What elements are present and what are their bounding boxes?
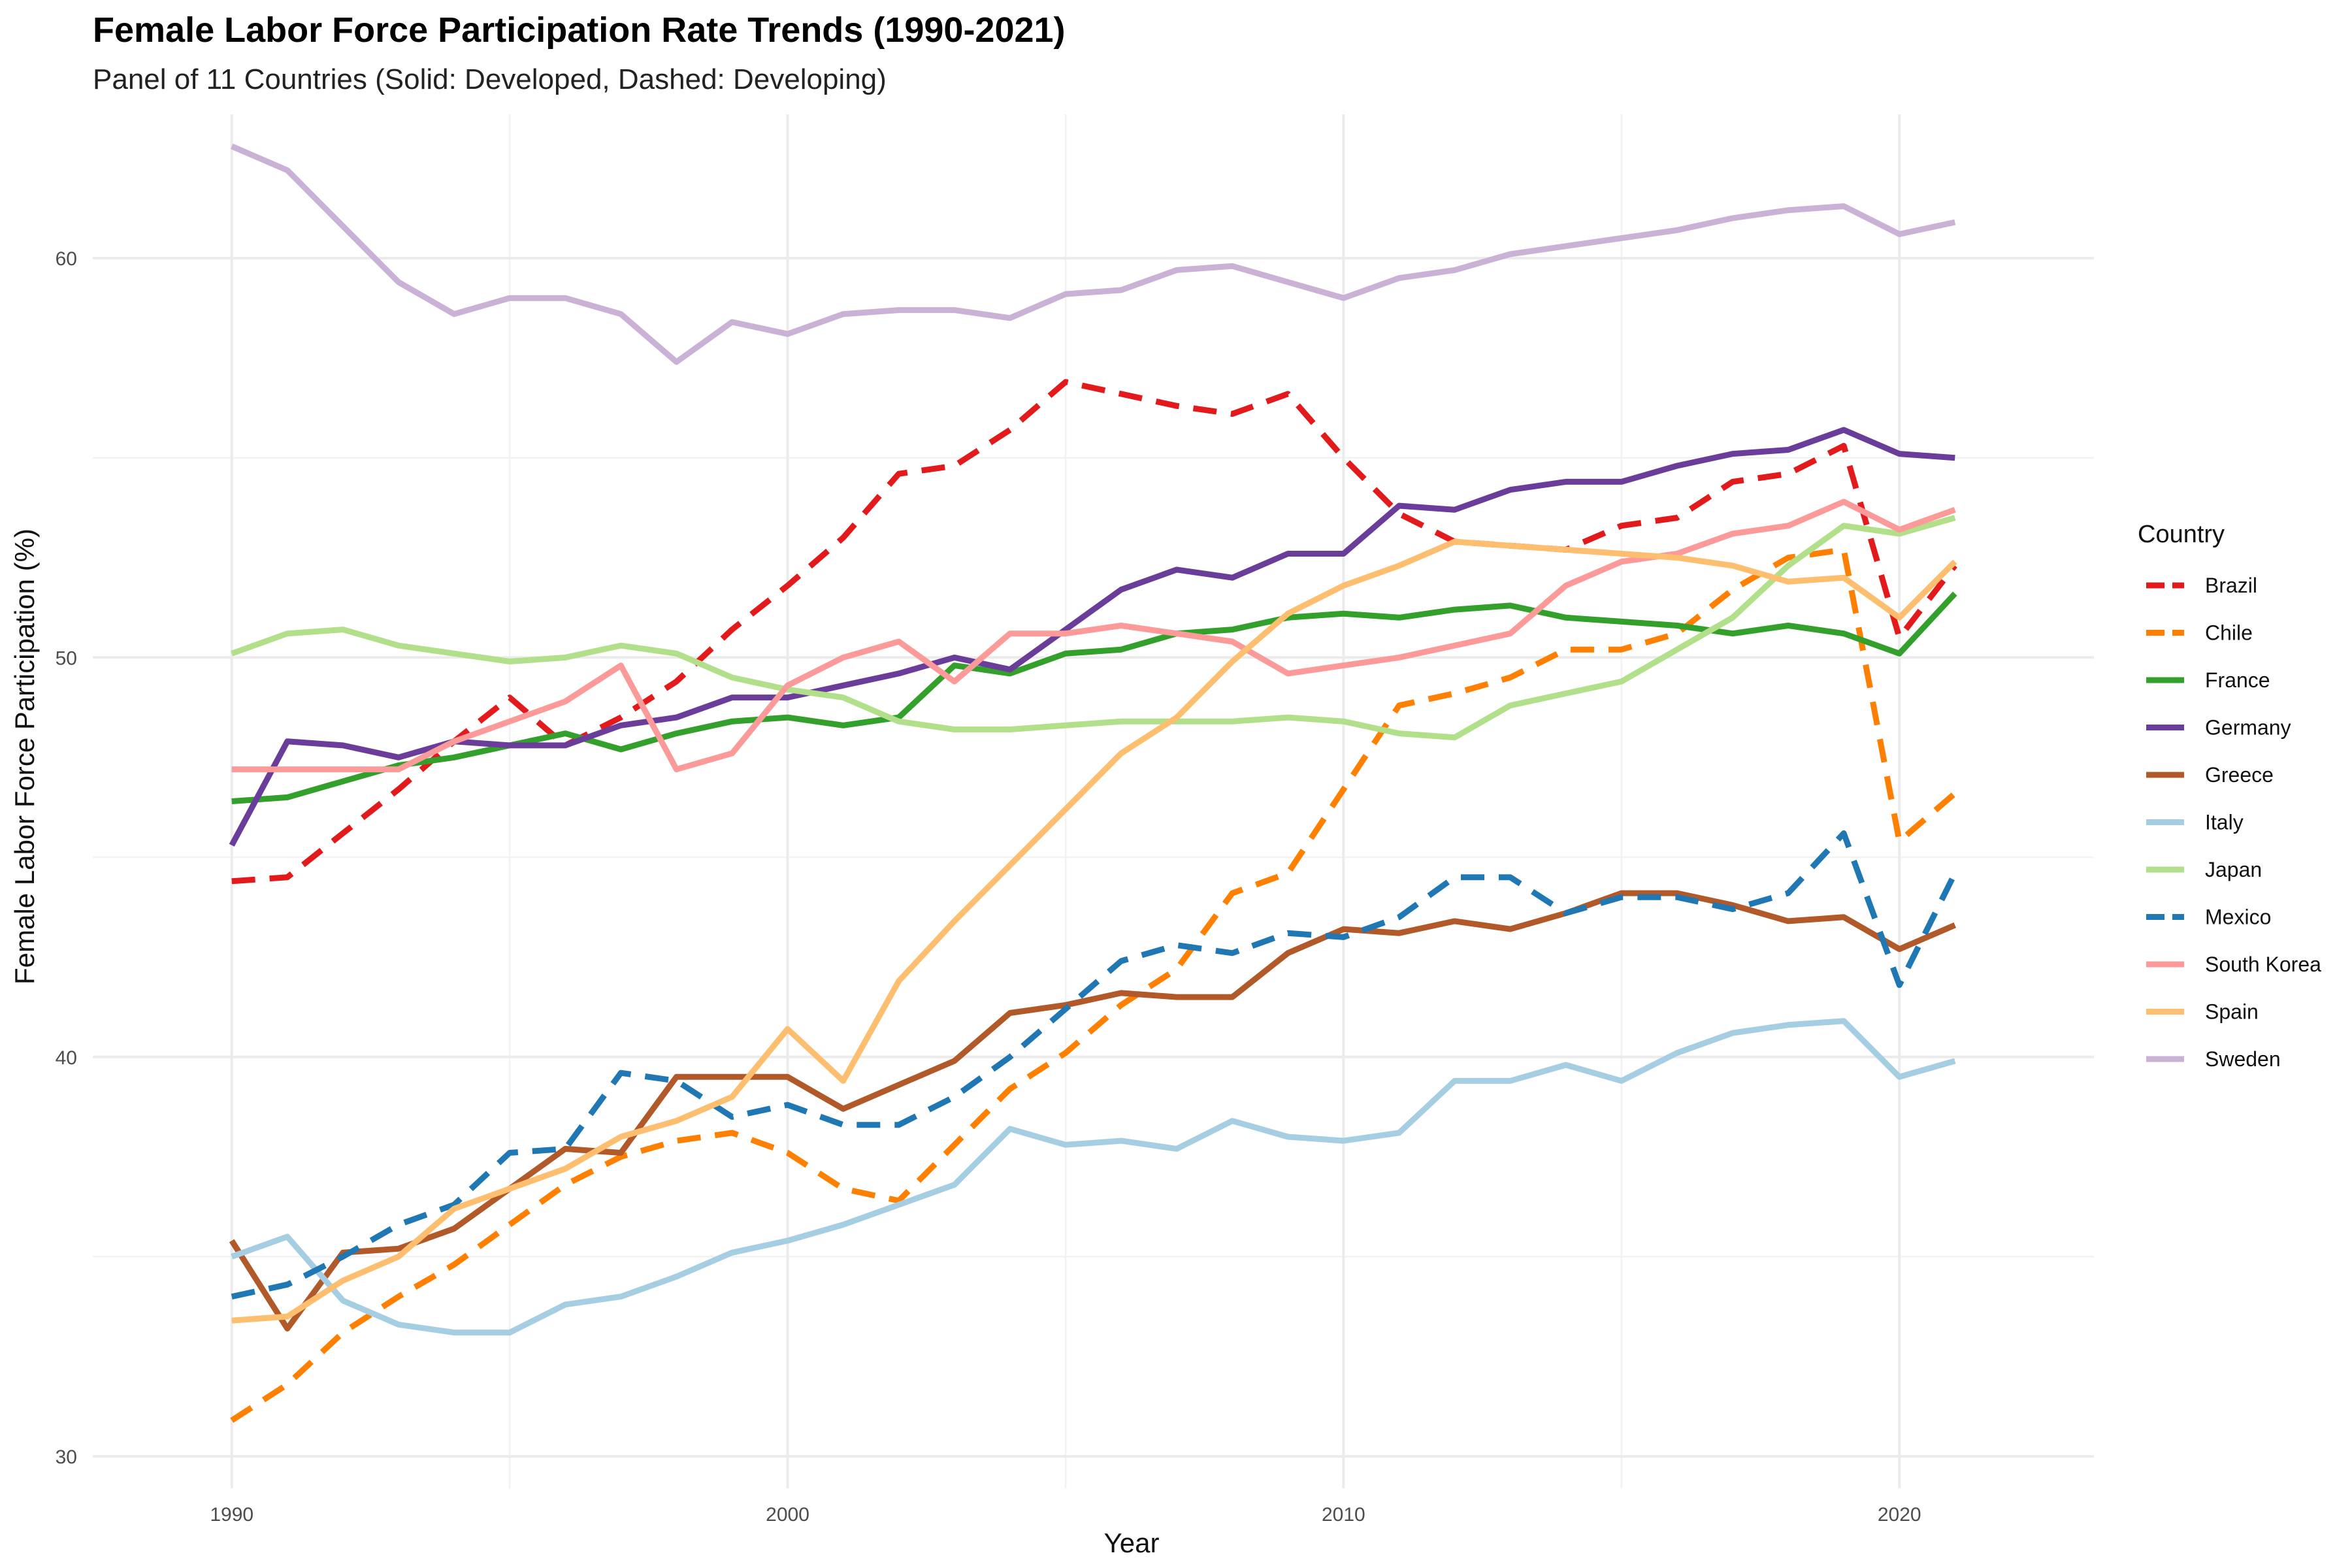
series-line-france bbox=[231, 591, 1957, 804]
series-line-mexico bbox=[231, 830, 1958, 1299]
legend-item-mexico: Mexico bbox=[2146, 906, 2271, 929]
legend-items: Brazil Chile France Germany Greece Italy Japan… bbox=[2146, 574, 2321, 1071]
x-tick-label: 2000 bbox=[766, 1504, 809, 1526]
grid bbox=[93, 114, 2094, 1488]
chart-title: Female Labor Force Participation Rate Tr… bbox=[93, 10, 1066, 50]
series-line-sweden bbox=[230, 143, 1956, 365]
legend-label: Sweden bbox=[2205, 1047, 2281, 1071]
series-line-italy bbox=[231, 1018, 1956, 1336]
x-axis-title: Year bbox=[1104, 1527, 1160, 1558]
legend-title: Country bbox=[2138, 521, 2225, 548]
x-tick-label: 1990 bbox=[210, 1504, 253, 1526]
axis-ticks: 1990 2000 2010 2020 30 40 50 60 bbox=[56, 248, 1921, 1526]
legend-item-japan: Japan bbox=[2146, 858, 2262, 881]
legend-item-spain: Spain bbox=[2146, 1000, 2259, 1024]
legend-item-italy: Italy bbox=[2146, 811, 2244, 834]
legend-label: Chile bbox=[2205, 621, 2253, 645]
y-tick-label: 50 bbox=[56, 647, 77, 669]
legend-label: France bbox=[2205, 668, 2270, 692]
legend-label: Greece bbox=[2205, 763, 2274, 787]
series-line-brazil bbox=[231, 379, 1957, 885]
legend-label: Italy bbox=[2205, 811, 2244, 834]
y-tick-label: 30 bbox=[56, 1446, 77, 1468]
legend-label: Japan bbox=[2205, 858, 2262, 881]
legend-label: Germany bbox=[2205, 716, 2291, 740]
legend-label: Brazil bbox=[2205, 574, 2257, 597]
legend-item-chile: Chile bbox=[2146, 621, 2253, 645]
series-line-germany bbox=[229, 427, 1955, 847]
y-tick-label: 60 bbox=[56, 248, 77, 270]
x-tick-label: 2010 bbox=[1322, 1504, 1365, 1526]
chart-subtitle: Panel of 11 Countries (Solid: Developed,… bbox=[93, 63, 887, 95]
legend-item-sweden: Sweden bbox=[2146, 1047, 2281, 1071]
y-tick-label: 40 bbox=[56, 1047, 77, 1069]
legend-item-france: France bbox=[2146, 668, 2270, 692]
legend-label: Mexico bbox=[2205, 906, 2271, 929]
x-tick-label: 2020 bbox=[1878, 1504, 1921, 1526]
series-lines bbox=[229, 143, 1958, 1423]
legend-item-germany: Germany bbox=[2146, 716, 2291, 740]
legend-item-south-korea: South Korea bbox=[2146, 953, 2321, 976]
legend-item-brazil: Brazil bbox=[2146, 574, 2257, 597]
series-line-spain bbox=[231, 538, 1957, 1324]
series-line-greece bbox=[229, 890, 1957, 1331]
legend-item-greece: Greece bbox=[2146, 763, 2274, 787]
series-line-chile bbox=[230, 546, 1957, 1423]
legend: Country Brazil Chile France Germany Greece It… bbox=[2138, 521, 2321, 1071]
legend-label: South Korea bbox=[2205, 953, 2321, 976]
legend-label: Spain bbox=[2205, 1000, 2259, 1024]
series-line-japan bbox=[231, 515, 1956, 741]
y-axis-title: Female Labor Force Participation (%) bbox=[9, 529, 40, 985]
